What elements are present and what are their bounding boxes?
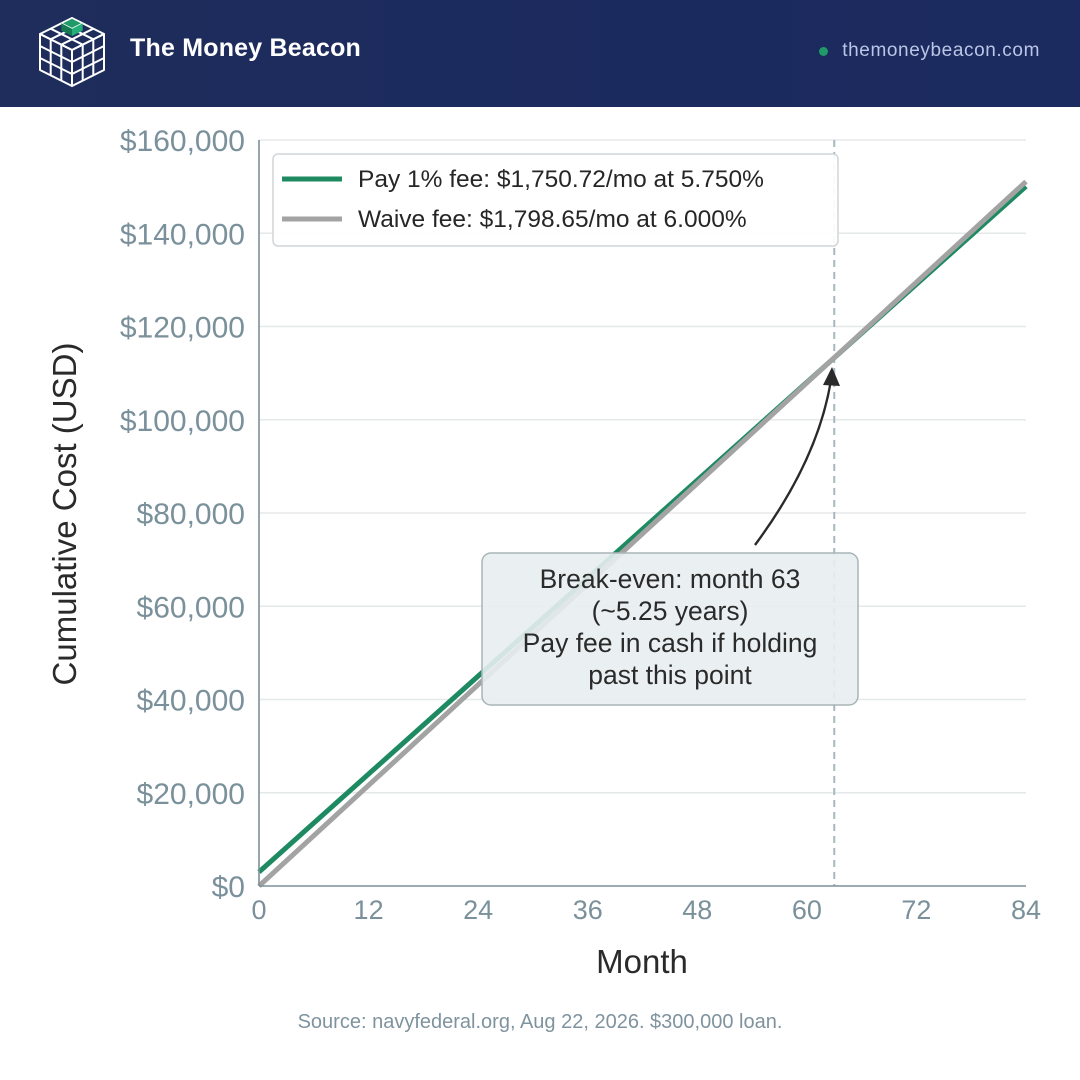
- status-dot: [819, 46, 829, 56]
- y-tick-labels: $0 $20,000 $40,000 $60,000 $80,000 $100,000 $1…: [120, 125, 245, 904]
- header-bar: The Money Beacon themoneybeacon.com: [0, 0, 1080, 107]
- line-chart: $0 $20,000 $40,000 $60,000 $80,000 $100,000 $1…: [46, 125, 1041, 980]
- cube-grid-icon: [39, 17, 105, 87]
- x-tick-label: 48: [682, 895, 712, 925]
- y-axis-label: Cumulative Cost (USD): [46, 343, 83, 686]
- legend-box: [272, 153, 839, 247]
- series-lines: [257, 179, 1028, 888]
- annotation-line-1: Break-even: month 63: [540, 564, 801, 594]
- x-tick-label: 24: [463, 895, 493, 925]
- y-tick-label: $100,000: [120, 405, 245, 438]
- x-tick-label: 72: [901, 895, 931, 925]
- x-tick-labels: 0 12 24 36 48 60 72 84: [251, 895, 1041, 925]
- x-tick-label: 0: [251, 895, 266, 925]
- x-tick-label: 60: [792, 895, 822, 925]
- annotation-line-4: past this point: [588, 660, 752, 690]
- y-tick-label: $0: [212, 871, 245, 904]
- x-axis-label: Month: [596, 943, 688, 980]
- y-tick-label: $140,000: [120, 218, 245, 251]
- legend-label-fee: Pay 1% fee: $1,750.72/mo at 5.750%: [358, 166, 764, 193]
- x-tick-label: 84: [1011, 895, 1041, 925]
- y-tick-label: $80,000: [137, 498, 245, 531]
- y-tick-label: $160,000: [120, 125, 245, 158]
- y-tick-label: $120,000: [120, 312, 245, 345]
- x-tick-label: 36: [573, 895, 603, 925]
- y-tick-label: $20,000: [137, 778, 245, 811]
- source-note: Source: navyfederal.org, Aug 22, 2026. $…: [297, 1011, 783, 1033]
- legend: Pay 1% fee: $1,750.72/mo at 5.750% Waive…: [272, 153, 839, 247]
- legend-label-waive: Waive fee: $1,798.65/mo at 6.000%: [358, 206, 747, 233]
- y-tick-label: $40,000: [137, 685, 245, 718]
- site-url-text: themoneybeacon.com: [842, 40, 1040, 61]
- annotation-arrow: [754, 379, 833, 546]
- brand-name: The Money Beacon: [130, 34, 362, 62]
- annotation-arrowhead: [823, 367, 840, 386]
- site-url[interactable]: themoneybeacon.com: [819, 40, 1040, 62]
- annotation-box: [481, 552, 859, 706]
- series-line-waive-fee: [257, 179, 1028, 888]
- break-even-annotation: Break-even: month 63 (~5.25 years) Pay f…: [481, 367, 859, 706]
- y-tick-label: $60,000: [137, 591, 245, 624]
- annotation-line-2: (~5.25 years): [592, 596, 749, 626]
- annotation-line-3: Pay fee in cash if holding: [523, 628, 818, 658]
- x-tick-label: 12: [354, 895, 384, 925]
